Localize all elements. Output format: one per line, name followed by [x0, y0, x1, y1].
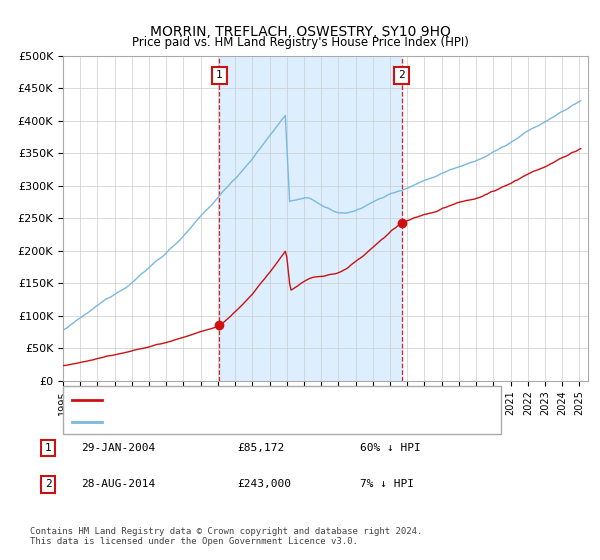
- Text: 1: 1: [44, 443, 52, 453]
- Text: MORRIN, TREFLACH, OSWESTRY, SY10 9HQ: MORRIN, TREFLACH, OSWESTRY, SY10 9HQ: [149, 25, 451, 39]
- Text: £85,172: £85,172: [237, 443, 284, 453]
- Text: Contains HM Land Registry data © Crown copyright and database right 2024.
This d: Contains HM Land Registry data © Crown c…: [30, 526, 422, 546]
- Text: 60% ↓ HPI: 60% ↓ HPI: [360, 443, 421, 453]
- Text: £243,000: £243,000: [237, 479, 291, 489]
- Bar: [219, 56, 401, 381]
- Text: 28-AUG-2014: 28-AUG-2014: [81, 479, 155, 489]
- Text: 1: 1: [216, 71, 223, 81]
- Text: 2: 2: [44, 479, 52, 489]
- Text: Price paid vs. HM Land Registry's House Price Index (HPI): Price paid vs. HM Land Registry's House …: [131, 36, 469, 49]
- Text: 7% ↓ HPI: 7% ↓ HPI: [360, 479, 414, 489]
- Text: 2: 2: [398, 71, 405, 81]
- Text: 29-JAN-2004: 29-JAN-2004: [81, 443, 155, 453]
- Text: MORRIN, TREFLACH, OSWESTRY, SY10 9HQ (detached house): MORRIN, TREFLACH, OSWESTRY, SY10 9HQ (de…: [106, 395, 426, 405]
- Text: HPI: Average price, detached house, Shropshire: HPI: Average price, detached house, Shro…: [106, 417, 355, 427]
